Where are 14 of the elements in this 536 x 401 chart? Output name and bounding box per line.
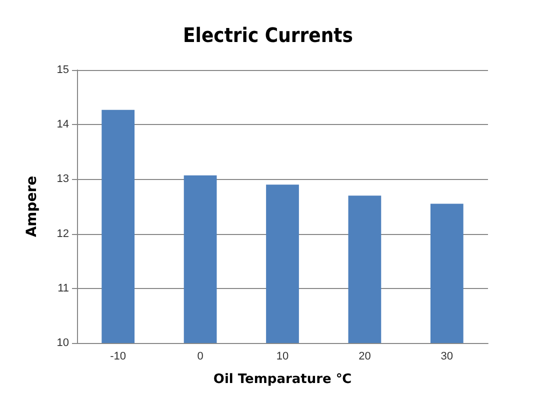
y-tick-label: 14: [56, 118, 69, 131]
y-axis-title: Ampere: [24, 176, 40, 238]
y-tick-label: 15: [56, 64, 69, 76]
x-tick-label: 0: [197, 350, 204, 362]
x-tick-label: 30: [440, 350, 454, 362]
chart-title: Electric Currents: [183, 23, 353, 47]
x-tick-label: 10: [276, 350, 289, 362]
x-tick-label: 20: [358, 350, 371, 362]
y-tick-label: 13: [56, 173, 69, 186]
x-tick-label: -10: [110, 350, 126, 362]
y-tick-label: 12: [56, 228, 69, 240]
y-tick-label: 11: [58, 282, 69, 294]
y-tick-label: 10: [56, 337, 69, 349]
x-axis-title: Oil Temparature ℃: [213, 372, 352, 387]
